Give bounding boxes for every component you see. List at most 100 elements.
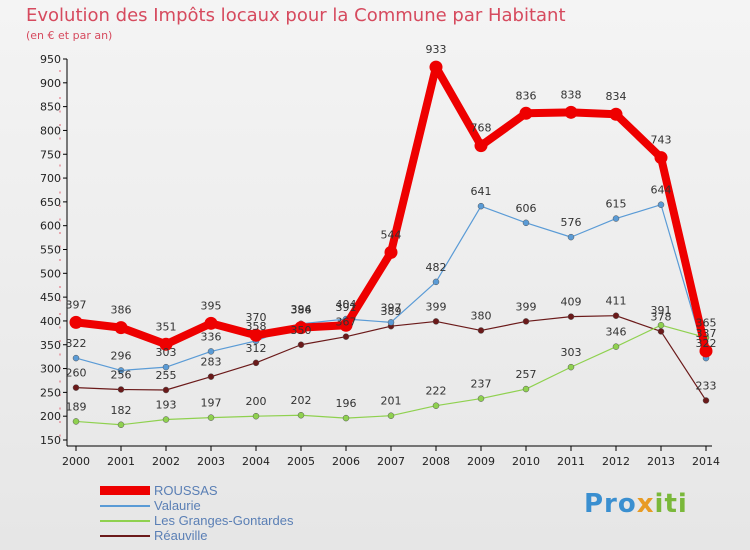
x-tick-label: 2001	[107, 455, 135, 468]
data-point	[612, 312, 620, 319]
x-tick-label: 2012	[602, 455, 630, 468]
data-point	[609, 107, 623, 121]
x-tick-label: 2008	[422, 455, 450, 468]
data-label: 768	[471, 122, 492, 135]
data-label: 346	[606, 326, 627, 339]
data-point	[657, 321, 665, 329]
data-point	[162, 416, 170, 423]
data-point	[297, 411, 305, 419]
data-point	[564, 105, 578, 119]
data-label: 222	[426, 385, 447, 398]
data-label: 409	[561, 296, 582, 309]
x-tick-labels: 2000 2001 2002 2003 2004 2005 2006 2007 2008 2009…	[62, 455, 720, 468]
data-label: 201	[381, 395, 402, 408]
series-roussas	[69, 60, 713, 358]
data-label: 838	[561, 88, 582, 101]
y-tick-label: 700	[40, 172, 61, 185]
x-tick-label: 2004	[242, 455, 270, 468]
data-label: 399	[516, 300, 537, 313]
data-point	[69, 315, 83, 329]
data-label: 933	[426, 43, 447, 56]
y-tick-label: 900	[40, 77, 61, 90]
legend-swatch-valaurie	[100, 505, 150, 507]
y-tick-label: 400	[40, 315, 61, 328]
data-label: 322	[696, 337, 717, 350]
data-point	[72, 418, 80, 425]
y-tick-label: 550	[40, 244, 61, 257]
data-label: 836	[516, 89, 537, 102]
data-label: 391	[651, 304, 672, 317]
data-label: 411	[606, 295, 627, 308]
data-label: 370	[246, 311, 267, 324]
data-point	[567, 363, 575, 371]
data-point	[294, 321, 308, 335]
data-point	[117, 421, 125, 429]
y-tick-label: 150	[40, 434, 61, 447]
data-label: 641	[471, 185, 492, 198]
data-label: 386	[291, 304, 312, 317]
data-point	[432, 318, 440, 325]
data-point	[612, 215, 620, 222]
y-tick-labels: 150 200 250 300 350 400 450 500 550 600 650 700 750 8…	[40, 53, 61, 447]
y-tick-label: 850	[40, 101, 61, 114]
data-label: 197	[201, 397, 222, 410]
y-tick-label: 750	[40, 148, 61, 161]
data-point	[477, 395, 485, 402]
legend-label-valaurie: Valaurie	[154, 498, 201, 513]
x-tick-label: 2006	[332, 455, 360, 468]
data-label: 233	[696, 379, 717, 392]
data-point	[162, 363, 170, 371]
data-label: 606	[516, 202, 537, 215]
data-point	[522, 219, 530, 227]
x-tick-label: 2003	[197, 455, 225, 468]
data-point	[612, 343, 620, 350]
series-les-granges-gontardes	[72, 321, 710, 429]
data-label: 576	[561, 216, 582, 229]
data-point	[72, 354, 80, 362]
data-label: 350	[291, 324, 312, 337]
data-label: 193	[156, 399, 177, 412]
x-tick-label: 2010	[512, 455, 540, 468]
data-label: 257	[516, 368, 537, 381]
data-label: 303	[561, 346, 582, 359]
data-label: 743	[651, 134, 672, 147]
y-tick-label: 800	[40, 124, 61, 137]
data-point	[207, 373, 215, 380]
data-label: 365	[696, 317, 717, 330]
data-point	[342, 333, 350, 340]
data-label: 380	[471, 309, 492, 322]
legend-label-roussas: ROUSSAS	[154, 483, 218, 498]
chart-title: Evolution des Impôts locaux pour la Comm…	[26, 5, 566, 26]
legend-label-reauville: Réauville	[154, 528, 208, 543]
x-tick-label: 2002	[152, 455, 180, 468]
data-point	[159, 337, 173, 351]
data-point	[297, 341, 305, 348]
data-point	[339, 318, 353, 332]
y-tick-label: 250	[40, 386, 61, 399]
data-label: 358	[246, 320, 267, 333]
data-point	[474, 139, 488, 153]
data-label: 397	[381, 301, 402, 314]
legend-swatch-reauville	[100, 535, 150, 537]
axes	[59, 58, 712, 451]
data-point	[117, 386, 125, 393]
series-reauville	[72, 312, 710, 404]
data-point	[114, 321, 128, 335]
data-label: 544	[381, 228, 402, 241]
data-point	[567, 233, 575, 241]
data-label: 404	[336, 298, 357, 311]
data-label: 394	[291, 303, 312, 316]
data-point	[699, 344, 713, 358]
data-label: 378	[651, 310, 672, 323]
x-tick-label: 2014	[692, 455, 720, 468]
y-tick-label: 650	[40, 196, 61, 209]
data-point	[567, 313, 575, 320]
data-label: 312	[246, 342, 267, 355]
data-label: 303	[156, 346, 177, 359]
data-label: 256	[111, 369, 132, 382]
data-label: 322	[66, 337, 87, 350]
proxiti-logo: Proxiti	[584, 489, 688, 519]
data-point	[657, 201, 665, 208]
data-label: 351	[156, 320, 177, 333]
